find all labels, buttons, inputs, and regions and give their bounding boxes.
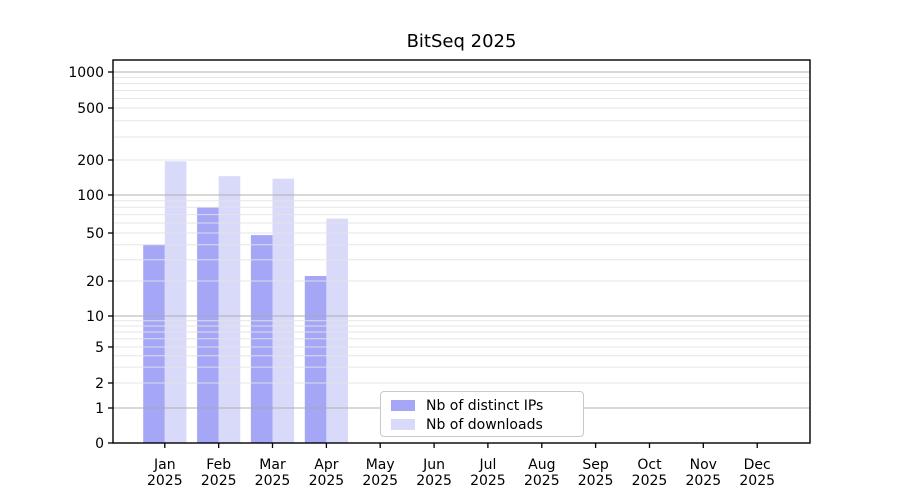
x-tick-label: Jun 2025 [416, 457, 452, 489]
y-tick-label: 2 [95, 376, 104, 392]
legend: Nb of distinct IPs Nb of downloads [380, 391, 584, 437]
x-tick-label: Feb 2025 [201, 457, 237, 489]
x-tick-label: Mar 2025 [255, 457, 291, 489]
y-tick-label: 20 [86, 274, 104, 290]
x-tick-label: Apr 2025 [309, 457, 345, 489]
y-tick-label: 5 [95, 340, 104, 356]
x-tick-label: Jul 2025 [470, 457, 506, 489]
plot-border [112, 59, 811, 444]
legend-label-downloads: Nb of downloads [426, 416, 543, 433]
chart-title: BitSeq 2025 [406, 31, 517, 52]
y-tick-label: 1 [95, 401, 104, 417]
y-tick-label: 500 [77, 101, 104, 117]
y-tick-label: 200 [77, 153, 104, 169]
legend-label-distinct-ips: Nb of distinct IPs [426, 397, 544, 414]
x-tick-label: Jan 2025 [147, 457, 183, 489]
y-tick-label: 10 [86, 309, 104, 325]
x-tick-label: Sep 2025 [578, 457, 614, 489]
bar-downloads [326, 218, 348, 443]
bar-downloads [272, 178, 295, 443]
legend-swatch-downloads [391, 419, 415, 430]
legend-item-distinct-ips: Nb of distinct IPs [391, 396, 583, 415]
bar-distinct-ips [304, 276, 327, 443]
x-tick-label: Nov 2025 [685, 457, 721, 489]
bar-distinct-ips [197, 207, 219, 443]
bar-downloads [164, 161, 187, 444]
x-tick-label: Dec 2025 [739, 457, 775, 489]
bar-downloads [218, 176, 241, 443]
y-tick-label: 50 [86, 226, 104, 242]
x-tick-label: May 2025 [362, 457, 398, 489]
y-tick-label: 0 [95, 436, 104, 452]
x-tick-label: Aug 2025 [524, 457, 560, 489]
y-tick-label: 100 [77, 188, 104, 204]
bar-distinct-ips [143, 244, 165, 443]
legend-item-downloads: Nb of downloads [391, 415, 583, 434]
y-tick-label: 1000 [68, 65, 104, 81]
x-tick-label: Oct 2025 [632, 457, 668, 489]
legend-swatch-distinct-ips [391, 400, 415, 411]
